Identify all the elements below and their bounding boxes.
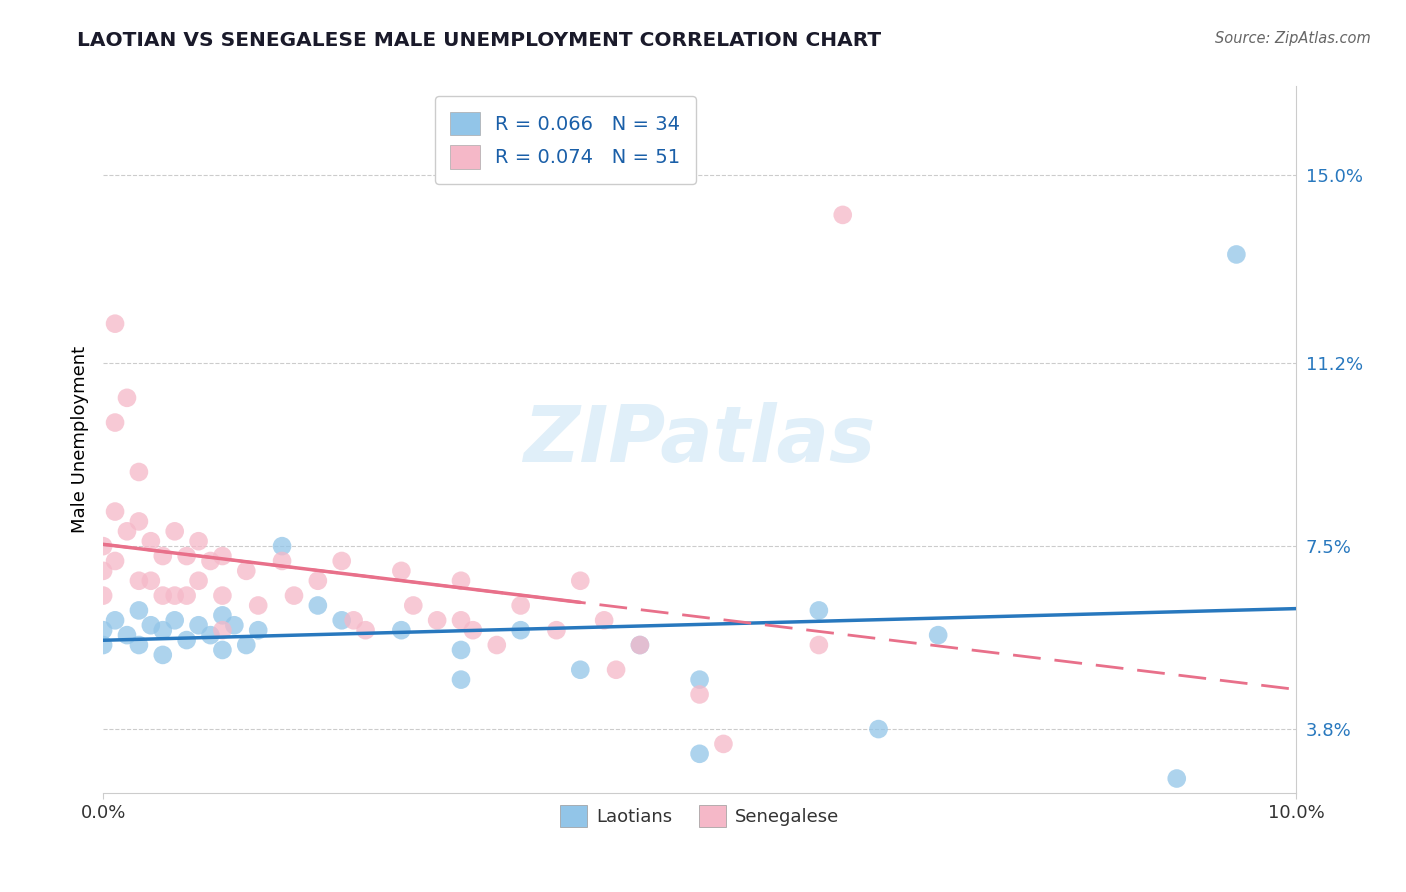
Point: [509, 623, 531, 637]
Point: [461, 623, 484, 637]
Point: [152, 623, 174, 637]
Point: [569, 574, 592, 588]
Point: [831, 208, 853, 222]
Point: [152, 589, 174, 603]
Point: [211, 589, 233, 603]
Point: [128, 465, 150, 479]
Point: [152, 648, 174, 662]
Point: [283, 589, 305, 603]
Point: [211, 608, 233, 623]
Point: [128, 638, 150, 652]
Point: [163, 589, 186, 603]
Point: [152, 549, 174, 563]
Point: [176, 549, 198, 563]
Point: [1166, 772, 1188, 786]
Point: [247, 599, 270, 613]
Point: [211, 643, 233, 657]
Point: [187, 534, 209, 549]
Point: [91, 638, 114, 652]
Text: Source: ZipAtlas.com: Source: ZipAtlas.com: [1215, 31, 1371, 46]
Point: [187, 618, 209, 632]
Point: [450, 574, 472, 588]
Point: [91, 623, 114, 637]
Point: [224, 618, 246, 632]
Point: [330, 554, 353, 568]
Point: [104, 504, 127, 518]
Point: [235, 638, 257, 652]
Point: [128, 515, 150, 529]
Point: [104, 554, 127, 568]
Point: [163, 613, 186, 627]
Point: [426, 613, 449, 627]
Point: [200, 628, 222, 642]
Point: [307, 599, 329, 613]
Point: [450, 613, 472, 627]
Point: [211, 623, 233, 637]
Point: [450, 643, 472, 657]
Point: [115, 628, 138, 642]
Point: [176, 633, 198, 648]
Point: [247, 623, 270, 637]
Text: LAOTIAN VS SENEGALESE MALE UNEMPLOYMENT CORRELATION CHART: LAOTIAN VS SENEGALESE MALE UNEMPLOYMENT …: [77, 31, 882, 50]
Point: [450, 673, 472, 687]
Point: [1225, 247, 1247, 261]
Point: [139, 618, 162, 632]
Point: [389, 623, 412, 637]
Point: [115, 524, 138, 539]
Point: [104, 317, 127, 331]
Point: [868, 722, 890, 736]
Point: [91, 539, 114, 553]
Y-axis label: Male Unemployment: Male Unemployment: [72, 346, 89, 533]
Point: [689, 688, 711, 702]
Point: [389, 564, 412, 578]
Point: [402, 599, 425, 613]
Point: [689, 747, 711, 761]
Point: [546, 623, 568, 637]
Point: [569, 663, 592, 677]
Point: [271, 554, 294, 568]
Point: [509, 599, 531, 613]
Point: [628, 638, 651, 652]
Point: [807, 638, 830, 652]
Point: [343, 613, 366, 627]
Point: [104, 416, 127, 430]
Point: [689, 673, 711, 687]
Point: [807, 603, 830, 617]
Point: [200, 554, 222, 568]
Point: [713, 737, 735, 751]
Point: [139, 574, 162, 588]
Point: [163, 524, 186, 539]
Point: [139, 534, 162, 549]
Point: [330, 613, 353, 627]
Point: [485, 638, 508, 652]
Point: [927, 628, 949, 642]
Point: [128, 574, 150, 588]
Point: [187, 574, 209, 588]
Text: ZIPatlas: ZIPatlas: [523, 402, 876, 478]
Point: [91, 564, 114, 578]
Point: [104, 613, 127, 627]
Point: [628, 638, 651, 652]
Point: [115, 391, 138, 405]
Point: [176, 589, 198, 603]
Point: [605, 663, 627, 677]
Point: [91, 589, 114, 603]
Point: [593, 613, 616, 627]
Point: [307, 574, 329, 588]
Point: [354, 623, 377, 637]
Point: [211, 549, 233, 563]
Point: [271, 539, 294, 553]
Point: [235, 564, 257, 578]
Legend: Laotians, Senegalese: Laotians, Senegalese: [553, 797, 846, 834]
Point: [128, 603, 150, 617]
